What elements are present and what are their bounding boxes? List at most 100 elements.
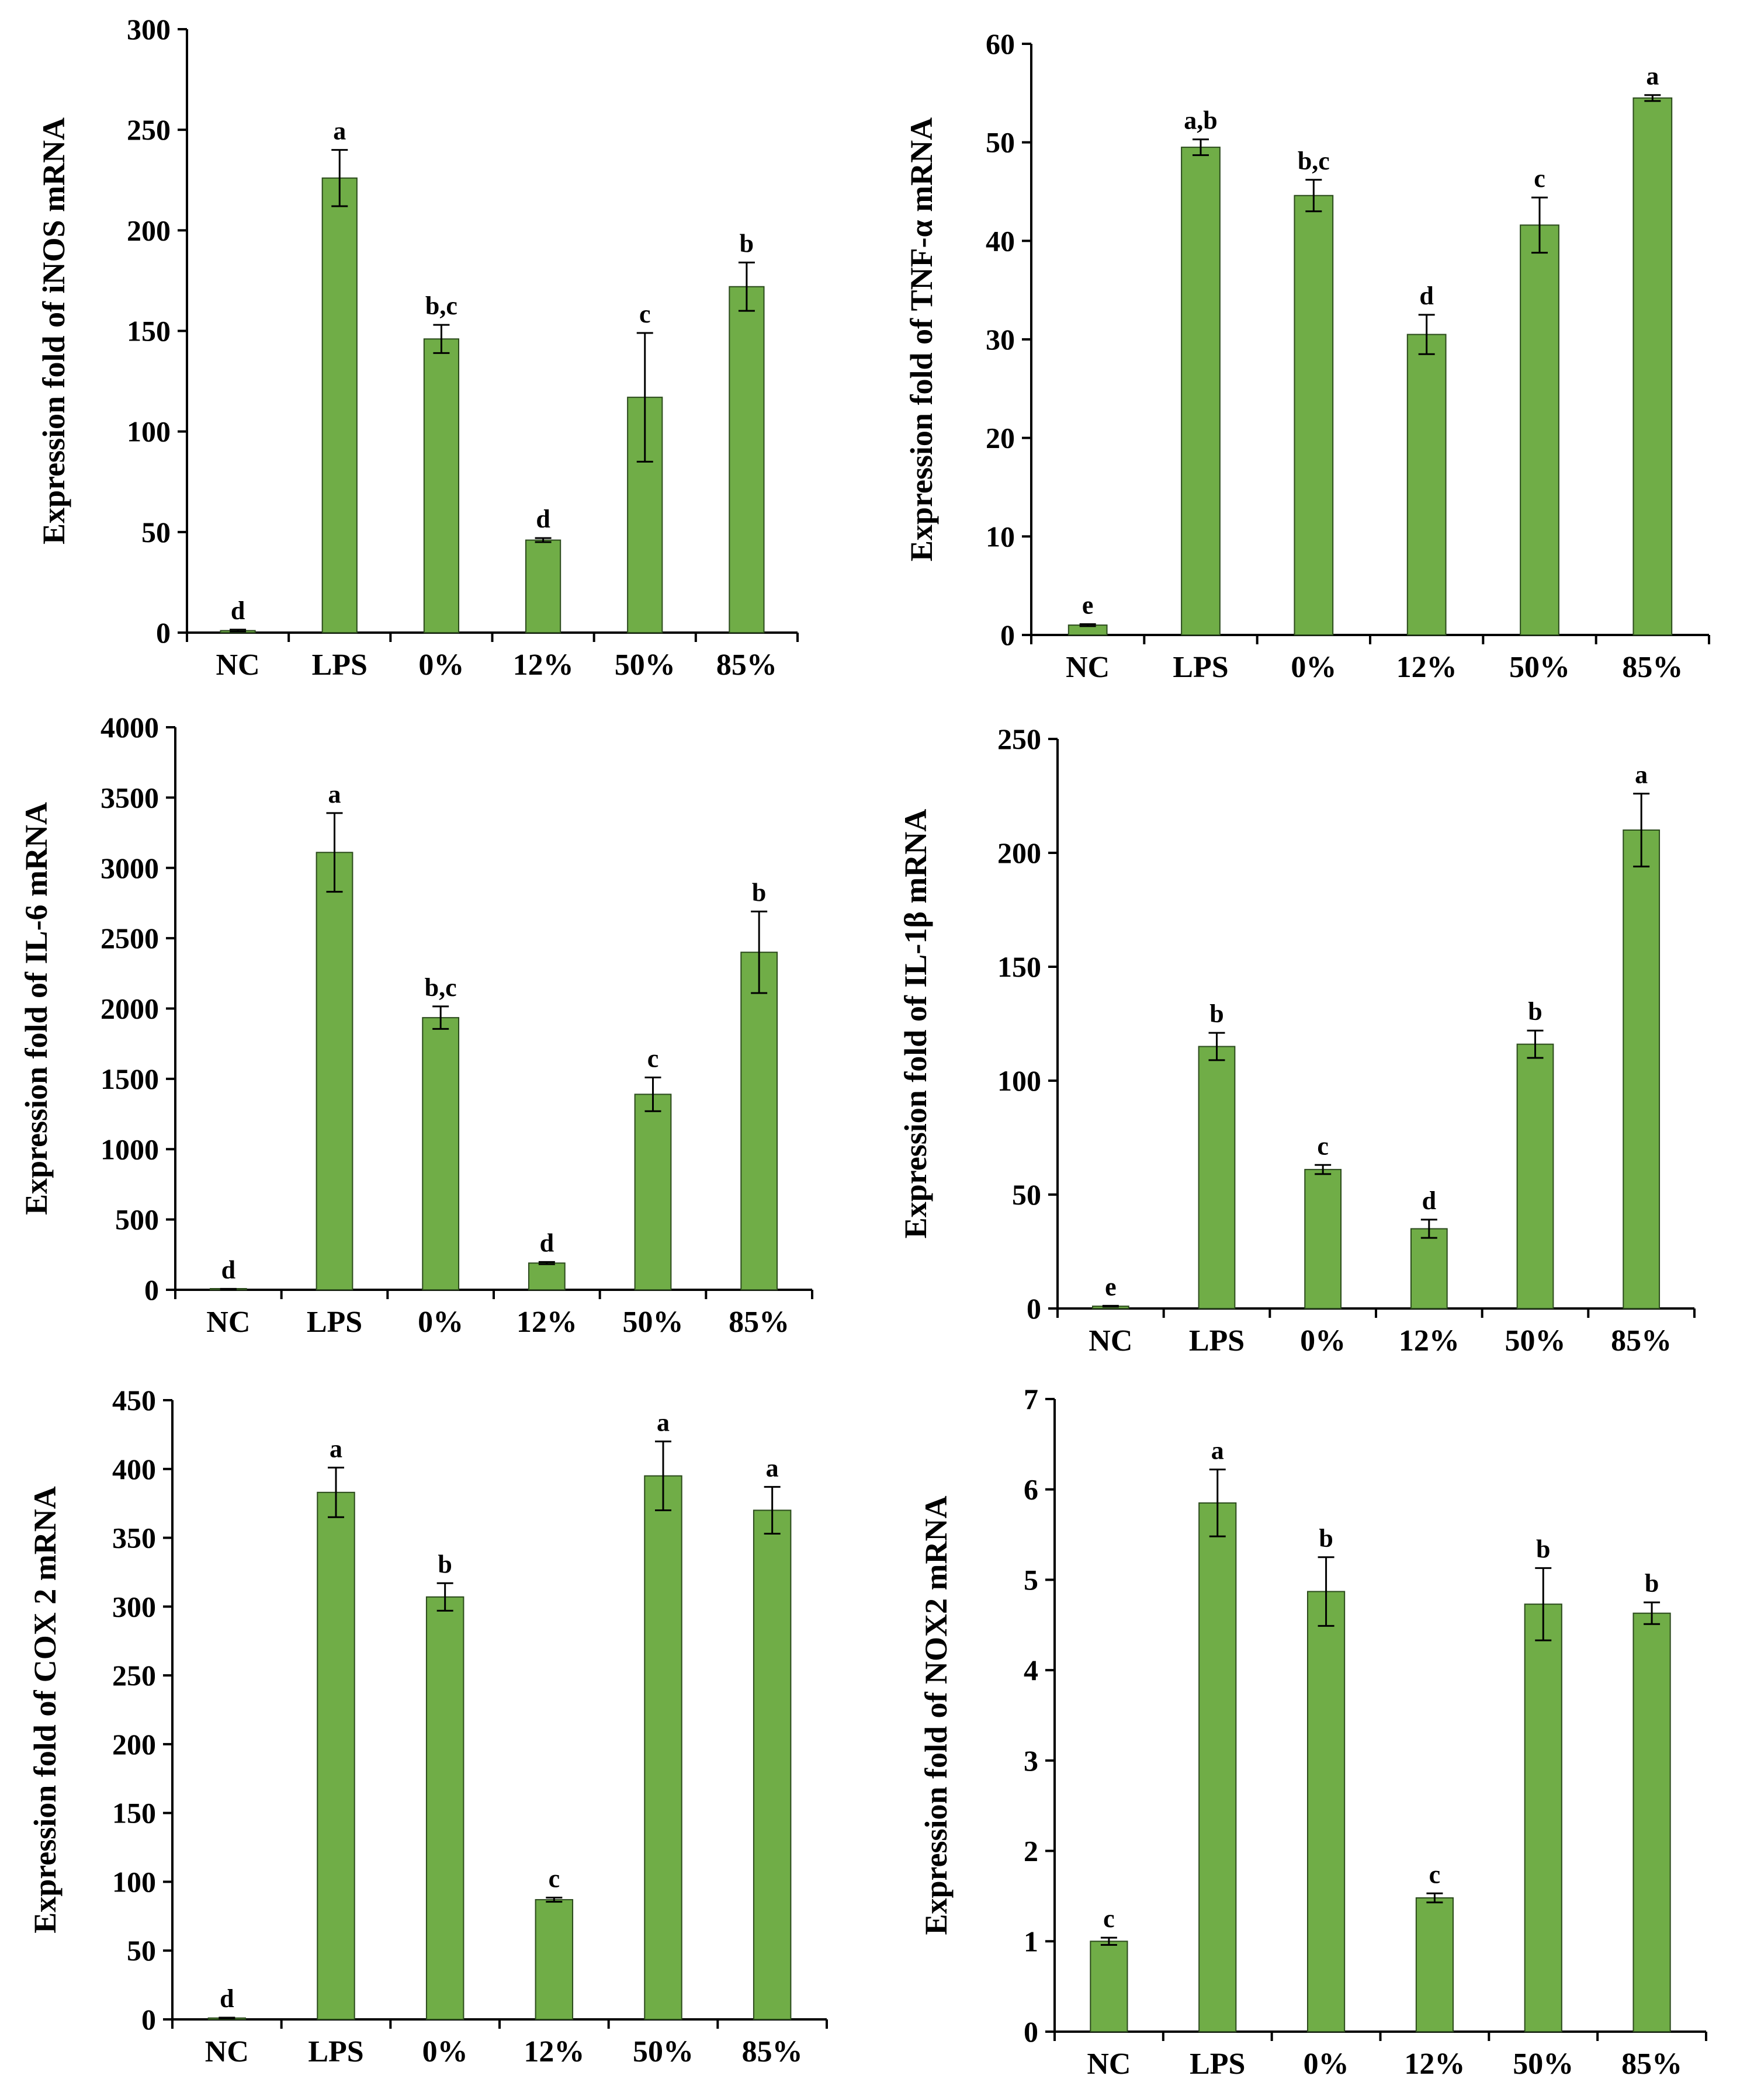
- bar-0pct: [1306, 1591, 1346, 2033]
- significance-letter: a: [328, 780, 341, 808]
- y-tick-label: 300: [127, 13, 171, 46]
- bar-0pct: [1294, 195, 1334, 636]
- bar-12pct: [1410, 1228, 1448, 1309]
- x-tick-label: 0%: [418, 648, 464, 682]
- x-tick-label: NC: [1087, 2047, 1131, 2081]
- y-tick-label: 50: [127, 1934, 156, 1967]
- y-axis-title: Expression fold of IL-1β mRNA: [898, 809, 933, 1239]
- significance-letter: d: [1422, 1186, 1436, 1215]
- significance-letter: b,c: [425, 973, 457, 1002]
- x-tick-label: 50%: [615, 648, 675, 682]
- y-tick-label: 500: [115, 1203, 159, 1236]
- x-tick-label: NC: [1066, 651, 1110, 684]
- y-tick-label: 200: [997, 836, 1041, 869]
- error-bar-0pct: [432, 1005, 449, 1030]
- significance-letter: c: [1103, 1904, 1115, 1933]
- x-tick-label: 85%: [1621, 2047, 1682, 2081]
- y-tick-label: 20: [986, 422, 1015, 454]
- significance-letter: a: [657, 1408, 670, 1437]
- significance-letter: d: [1419, 282, 1433, 310]
- x-tick-label: LPS: [1173, 651, 1228, 684]
- error-bar-0pct: [1305, 179, 1322, 213]
- bar-0pct: [1304, 1169, 1342, 1309]
- x-tick-label: NC: [216, 648, 260, 682]
- significance-letter: b: [1209, 999, 1223, 1028]
- error-bar-12pct: [1418, 314, 1435, 355]
- error-bar-lps: [328, 1466, 344, 1518]
- error-bar-12pct: [535, 537, 552, 543]
- significance-letter: d: [540, 1228, 554, 1257]
- error-bar-85pct: [1644, 1601, 1661, 1625]
- y-tick-label: 0: [156, 616, 171, 649]
- y-tick-label: 150: [997, 950, 1041, 983]
- y-tick-label: 3: [1024, 1744, 1038, 1777]
- x-tick-label: 12%: [1404, 2047, 1465, 2081]
- y-axis-title: Expression fold of IL-6 mRNA: [19, 802, 54, 1215]
- y-tick-label: 4: [1024, 1654, 1038, 1686]
- significance-letter: b: [1536, 1535, 1550, 1563]
- x-tick-label: 12%: [513, 648, 574, 682]
- significance-letter: a: [1646, 62, 1659, 91]
- x-tick-label: 0%: [1300, 1324, 1346, 1358]
- y-tick-label: 1500: [100, 1063, 159, 1095]
- y-tick-label: 7: [1024, 1383, 1038, 1415]
- y-tick-label: 100: [127, 415, 171, 448]
- bar-12pct: [528, 1262, 566, 1291]
- error-bar-nc: [1079, 623, 1096, 627]
- x-tick-label: 50%: [623, 1306, 684, 1339]
- chart-panel-tnf: 0 10 20 30 40 50 60 e NC a,b LPS b,c 0% d 12% c 50% a 85% E…: [904, 27, 1710, 684]
- x-tick-label: NC: [205, 2035, 249, 2068]
- y-axis-title: Expression fold of COX 2 mRNA: [27, 1486, 63, 1934]
- bar-0pct: [422, 1017, 460, 1291]
- y-axis-title: Expression fold of NOX2 mRNA: [918, 1495, 954, 1935]
- y-tick-label: 30: [986, 323, 1015, 356]
- y-tick-label: 50: [1012, 1178, 1041, 1211]
- significance-letter: a: [1635, 761, 1648, 789]
- y-tick-label: 40: [986, 224, 1015, 257]
- x-tick-label: 50%: [633, 2035, 694, 2068]
- x-tick-label: 12%: [517, 1306, 577, 1339]
- chart-panel-cox2: 0 50 100 150 200 250 300 350 400 450 d NC a LPS b 0% c 12…: [27, 1384, 828, 2068]
- y-tick-label: 2: [1024, 1835, 1038, 1868]
- y-tick-label: 5: [1024, 1563, 1038, 1596]
- significance-letter: e: [1105, 1272, 1117, 1301]
- y-tick-label: 3000: [100, 852, 159, 884]
- significance-letter: a,b: [1184, 106, 1217, 135]
- error-bar-50pct: [636, 332, 653, 463]
- y-tick-label: 3500: [100, 781, 159, 814]
- chart-panel-inos: 0 50 100 150 200 250 300 d NC a LPS b,c 0% d 12% c 50% b 8…: [36, 13, 799, 682]
- error-bar-85pct: [738, 261, 755, 312]
- y-tick-label: 6: [1024, 1473, 1038, 1506]
- y-tick-label: 200: [112, 1728, 156, 1761]
- significance-letter: b,c: [425, 291, 457, 320]
- bar-85pct: [1632, 97, 1673, 636]
- significance-letter: e: [1082, 591, 1094, 619]
- bar-50pct: [1524, 1603, 1562, 2032]
- x-tick-label: 85%: [716, 648, 777, 682]
- significance-letter: b: [740, 229, 754, 258]
- y-tick-label: 2500: [100, 922, 159, 954]
- y-tick-label: 2000: [100, 992, 159, 1025]
- chart-panel-il1b: 0 50 100 150 200 250 e NC b LPS c 0% d 12% b 50% a 85% Exp…: [898, 723, 1696, 1358]
- bar-12pct: [535, 1899, 574, 2020]
- bar-85pct: [729, 286, 765, 634]
- error-bar-12pct: [1426, 1892, 1443, 1904]
- bar-nc: [1090, 1941, 1128, 2032]
- x-tick-label: LPS: [1189, 1324, 1245, 1358]
- x-tick-label: LPS: [307, 1306, 362, 1339]
- error-bar-50pct: [1535, 1567, 1552, 1641]
- x-tick-label: NC: [1089, 1324, 1132, 1358]
- x-tick-label: 0%: [1304, 2047, 1349, 2081]
- significance-letter: d: [536, 505, 550, 533]
- bar-50pct: [1520, 224, 1559, 636]
- y-tick-label: 1: [1024, 1925, 1038, 1957]
- error-bar-50pct: [1531, 196, 1548, 254]
- error-bar-nc: [1102, 1304, 1119, 1308]
- chart-panel-il6: 0 500 1000 1500 2000 2500 3000 3500 4000 d NC a LPS b…: [19, 711, 813, 1339]
- y-tick-label: 50: [141, 516, 171, 549]
- error-bar-85pct: [1644, 94, 1661, 102]
- bar-85pct: [753, 1509, 792, 2020]
- x-tick-label: LPS: [308, 2035, 363, 2068]
- significance-letter: a: [330, 1434, 342, 1463]
- y-tick-label: 200: [127, 214, 171, 247]
